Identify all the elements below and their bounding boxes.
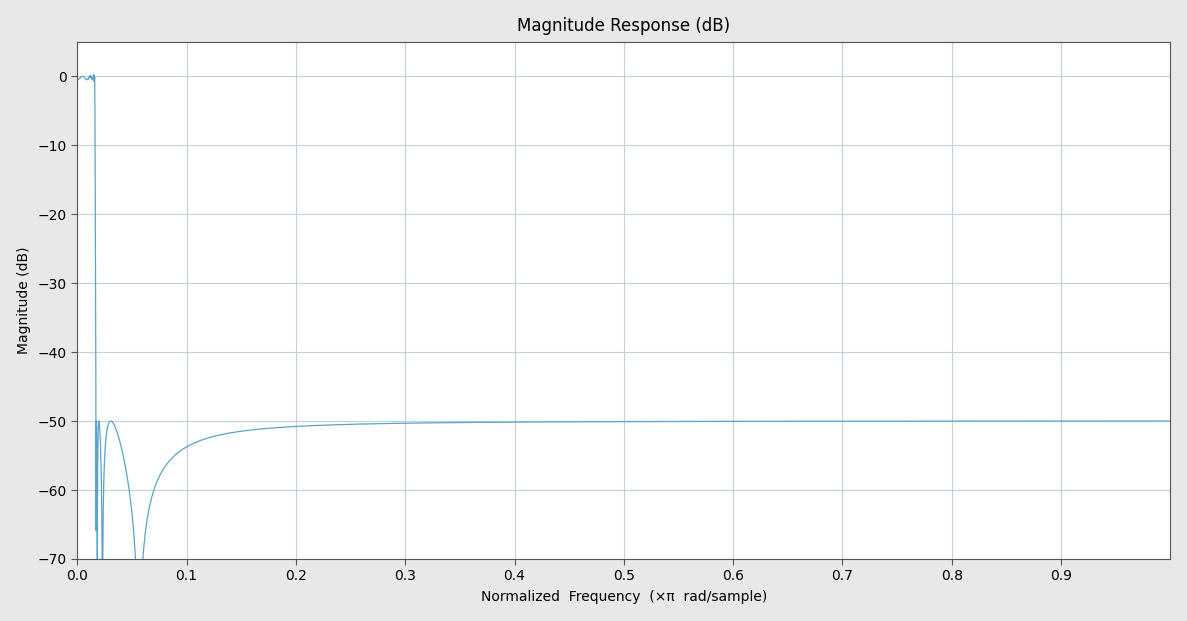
Title: Magnitude Response (dB): Magnitude Response (dB) (518, 17, 730, 35)
Y-axis label: Magnitude (dB): Magnitude (dB) (17, 247, 31, 354)
X-axis label: Normalized  Frequency  (×π  rad/sample): Normalized Frequency (×π rad/sample) (481, 591, 767, 604)
